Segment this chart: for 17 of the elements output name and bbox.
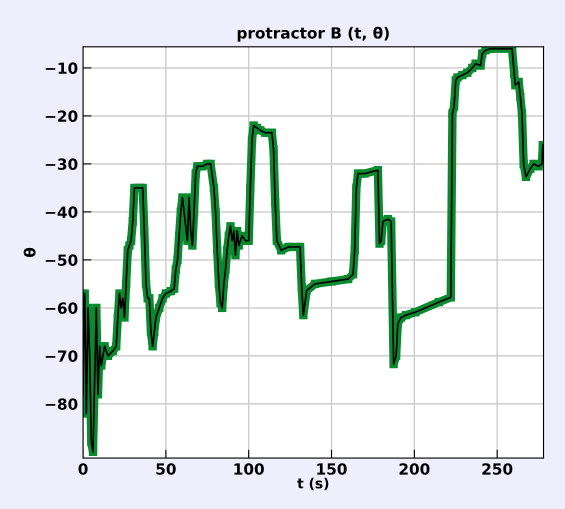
- y-tick-label: −50: [46, 254, 78, 266]
- chart-title: protractor B (t, θ): [238, 26, 389, 42]
- y-tick-label: −60: [46, 302, 78, 314]
- y-axis-title: θ: [24, 248, 36, 258]
- y-tick-label: −30: [46, 158, 78, 170]
- x-tick-label: 0: [78, 463, 88, 475]
- x-tick-label: 250: [482, 463, 512, 475]
- y-tick-label: −40: [46, 206, 78, 218]
- x-tick-label: 150: [317, 463, 347, 475]
- x-tick-label: 100: [234, 463, 264, 475]
- x-axis-title: t (s): [297, 478, 328, 490]
- x-tick-label: 50: [156, 463, 176, 475]
- y-tick-label: −70: [46, 350, 78, 362]
- y-tick-label: −80: [46, 398, 78, 410]
- y-tick-label: −20: [46, 110, 78, 122]
- y-tick-label: −10: [46, 62, 78, 74]
- x-tick-label: 200: [400, 463, 430, 475]
